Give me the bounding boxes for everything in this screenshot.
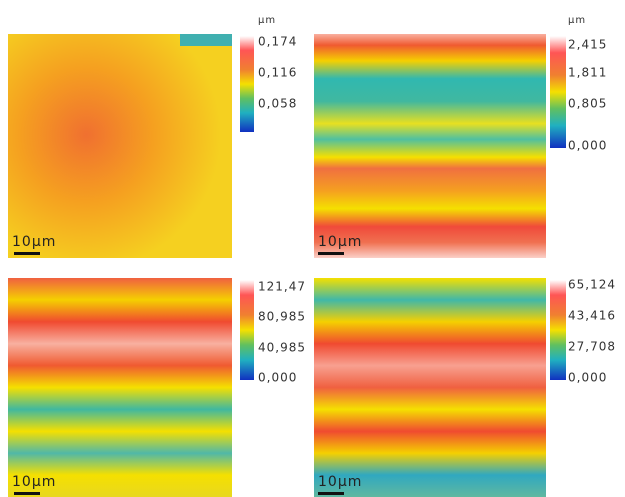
- color-bar-tick: 0,000: [568, 139, 607, 153]
- scale-bar-label: 10μm: [318, 234, 362, 250]
- color-bar-tick: 0,174: [258, 35, 297, 49]
- panel: μm 0,174 0,116 0,058 10μm: [8, 15, 297, 258]
- scale-bar-label: 10μm: [12, 474, 56, 490]
- color-bar-tick: 65,124: [568, 278, 616, 292]
- color-bar: [550, 280, 566, 380]
- surface-image: [180, 34, 232, 46]
- color-bar-tick: 2,415: [568, 38, 607, 52]
- scale-bar: [14, 492, 40, 495]
- color-bar: [240, 36, 254, 132]
- panel: 65,124 43,416 27,708 0,000 10μm: [314, 278, 616, 497]
- color-bar-tick: 0,000: [568, 371, 607, 385]
- color-bar-tick: 0,805: [568, 97, 607, 111]
- unit-label: μm: [568, 15, 586, 26]
- scale-bar: [318, 252, 344, 255]
- surface-image: [8, 34, 232, 258]
- color-bar-tick: 43,416: [568, 309, 616, 323]
- surface-image: [314, 278, 546, 497]
- color-bar: [550, 36, 566, 148]
- color-bar-tick: 40,985: [258, 341, 306, 355]
- color-bar-tick: 0,000: [258, 371, 297, 385]
- color-bar-tick: 121,47: [258, 280, 306, 294]
- color-bar-tick: 0,116: [258, 66, 297, 80]
- scale-bar-label: 10μm: [12, 234, 56, 250]
- surface-image: [8, 278, 232, 497]
- color-bar-tick: 27,708: [568, 340, 616, 354]
- color-bar: [240, 280, 254, 380]
- scale-bar: [318, 492, 344, 495]
- color-bar-tick: 80,985: [258, 310, 306, 324]
- unit-label: μm: [258, 15, 276, 26]
- panel: μm 2,415 1,811 0,805 0,000 10μm: [314, 15, 607, 258]
- panel: 121,47 80,985 40,985 0,000 10μm: [8, 278, 306, 497]
- color-bar-tick: 1,811: [568, 66, 607, 80]
- scale-bar: [14, 252, 40, 255]
- color-bar-tick: 0,058: [258, 97, 297, 111]
- surface-image: [314, 34, 546, 258]
- scale-bar-label: 10μm: [318, 474, 362, 490]
